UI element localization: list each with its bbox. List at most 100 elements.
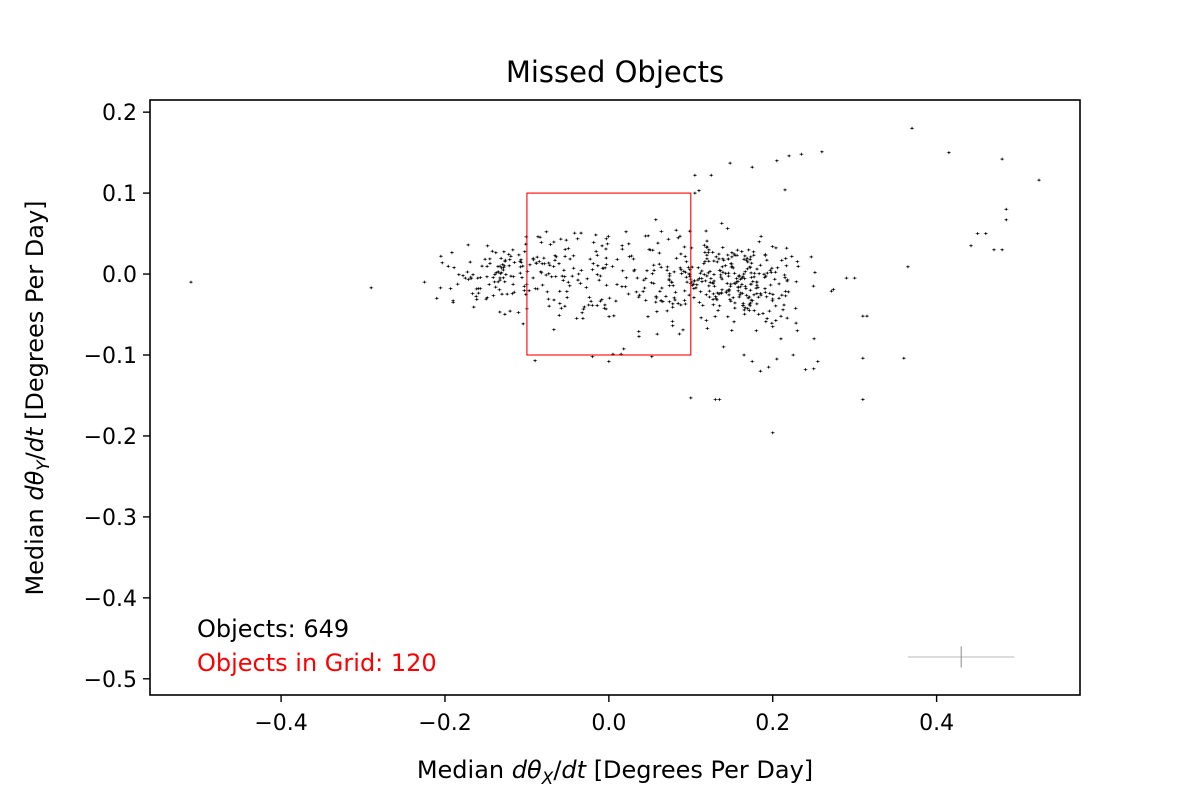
data-point xyxy=(784,264,789,268)
data-point xyxy=(619,285,624,289)
data-point xyxy=(516,310,521,315)
data-point xyxy=(773,304,778,308)
data-point xyxy=(744,293,749,297)
data-point xyxy=(502,264,507,268)
data-point xyxy=(498,271,503,276)
data-point xyxy=(723,264,728,268)
data-point xyxy=(714,298,719,302)
data-point xyxy=(564,289,569,294)
data-point xyxy=(518,271,523,275)
data-point xyxy=(657,251,662,255)
data-point xyxy=(499,256,504,260)
data-point xyxy=(774,357,779,361)
data-point xyxy=(699,269,704,273)
data-point xyxy=(593,233,598,237)
data-point xyxy=(434,296,439,300)
data-point xyxy=(512,260,517,265)
data-point xyxy=(471,305,476,309)
data-point xyxy=(860,314,865,318)
data-point xyxy=(704,318,709,323)
data-point xyxy=(779,258,784,262)
data-point xyxy=(704,293,709,297)
data-point xyxy=(579,268,584,272)
data-point xyxy=(742,312,747,316)
data-point xyxy=(716,308,721,313)
data-point xyxy=(773,318,778,323)
data-point xyxy=(731,296,736,300)
data-point xyxy=(739,249,744,254)
data-point xyxy=(781,308,786,312)
data-point xyxy=(791,353,796,357)
data-point xyxy=(611,314,616,318)
data-point xyxy=(716,252,721,256)
data-point xyxy=(663,294,668,298)
data-point xyxy=(488,261,493,266)
data-point xyxy=(729,251,734,255)
data-point xyxy=(634,290,639,294)
data-point xyxy=(691,282,696,286)
data-point xyxy=(742,254,747,258)
data-point xyxy=(484,275,489,279)
data-point xyxy=(667,272,672,276)
data-point xyxy=(983,231,988,236)
data-point xyxy=(783,289,788,293)
data-point xyxy=(544,230,549,234)
data-point xyxy=(910,126,915,130)
data-point xyxy=(741,301,746,305)
objects-in-grid-label: Objects in Grid: 120 xyxy=(197,649,437,677)
data-point xyxy=(518,259,523,264)
data-point xyxy=(748,257,753,262)
data-point xyxy=(742,308,747,312)
data-point xyxy=(631,257,636,261)
data-point xyxy=(739,282,744,286)
data-point xyxy=(576,272,581,276)
data-point xyxy=(795,260,800,264)
data-point xyxy=(536,235,541,239)
data-point xyxy=(763,290,768,294)
data-point xyxy=(502,312,507,316)
data-point xyxy=(750,279,755,284)
data-point xyxy=(469,276,474,281)
data-point xyxy=(709,173,714,177)
data-point xyxy=(580,316,585,321)
data-point xyxy=(562,275,567,279)
data-point xyxy=(636,295,641,299)
data-point xyxy=(775,266,780,270)
data-point xyxy=(750,359,755,364)
data-point xyxy=(789,254,794,259)
data-point xyxy=(521,322,526,326)
data-point xyxy=(768,283,773,287)
data-point xyxy=(975,231,980,236)
data-point xyxy=(754,280,759,284)
data-point xyxy=(670,305,675,309)
data-point xyxy=(535,287,540,291)
data-point xyxy=(725,253,730,257)
data-point xyxy=(749,271,754,275)
data-point xyxy=(695,278,700,282)
data-point xyxy=(551,264,556,269)
data-point xyxy=(707,289,712,293)
data-point xyxy=(652,268,657,273)
data-point xyxy=(620,269,625,273)
data-point xyxy=(711,303,716,307)
data-point xyxy=(624,230,629,234)
data-point xyxy=(748,255,753,259)
data-point xyxy=(720,245,725,250)
data-point xyxy=(369,286,374,290)
data-point xyxy=(784,246,789,250)
axes-frame xyxy=(149,99,1081,696)
data-point xyxy=(768,268,773,272)
data-point xyxy=(688,396,693,400)
data-point xyxy=(487,282,492,287)
data-point xyxy=(783,276,788,280)
y-tick-label: 0.2 xyxy=(102,101,137,126)
data-point xyxy=(605,242,610,246)
data-point xyxy=(480,264,485,268)
data-point xyxy=(692,191,697,195)
data-point xyxy=(748,301,753,305)
data-point xyxy=(499,292,504,296)
data-point xyxy=(705,326,710,330)
data-point xyxy=(733,253,738,257)
data-point xyxy=(705,245,710,249)
data-point xyxy=(604,283,609,287)
